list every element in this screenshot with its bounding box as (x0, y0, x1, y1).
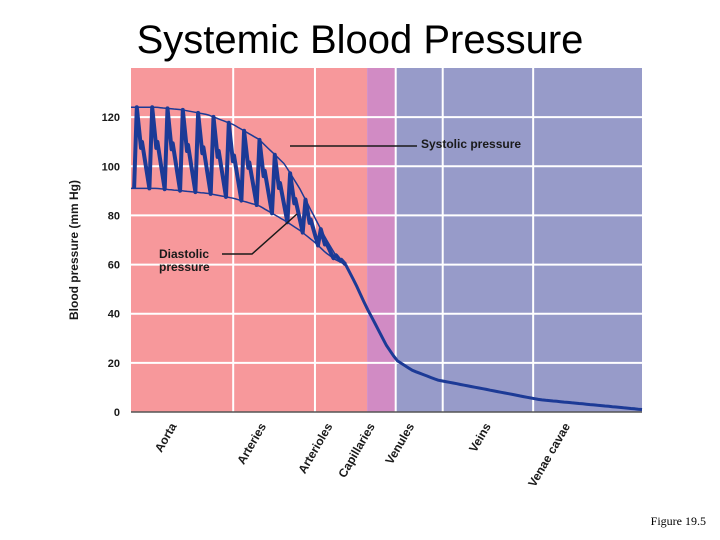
category-label: Veins (466, 420, 494, 454)
y-axis-title: Blood pressure (mm Hg) (67, 180, 81, 320)
chart-background (131, 68, 642, 412)
region-capillary (367, 68, 396, 412)
slide-title: Systemic Blood Pressure (136, 18, 584, 62)
y-tick-label: 120 (102, 112, 120, 124)
y-tick-label: 20 (108, 358, 120, 370)
y-tick-label: 80 (108, 210, 120, 222)
pressure-curves (131, 106, 643, 411)
y-axis-ticks: 0 20 40 60 80 100 120 (102, 112, 120, 419)
systolic-curve (131, 106, 347, 266)
y-tick-label: 40 (108, 309, 120, 321)
diastolic-leader (222, 213, 298, 255)
category-label: Capillaries (335, 420, 378, 480)
category-label: Venules (382, 420, 417, 467)
mean-pressure-curve (344, 263, 643, 411)
category-label: Arteries (234, 420, 269, 467)
category-label: Arterioles (295, 420, 335, 476)
diastolic-label: Diastolic (159, 247, 209, 261)
region-venous (395, 68, 642, 412)
diastolic-curve (131, 187, 346, 266)
category-label: Venae cavae (525, 420, 573, 489)
category-label: Aorta (152, 420, 180, 454)
y-tick-label: 100 (102, 161, 120, 173)
diastolic-label: pressure (159, 260, 210, 274)
y-tick-label: 0 (114, 407, 120, 419)
y-tick-label: 60 (108, 260, 120, 272)
figure-caption: Figure 19.5 (650, 514, 706, 528)
x-axis-categories: Aorta Arteries Arterioles Capillaries Venule… (152, 420, 573, 489)
systolic-label: Systolic pressure (421, 137, 521, 151)
